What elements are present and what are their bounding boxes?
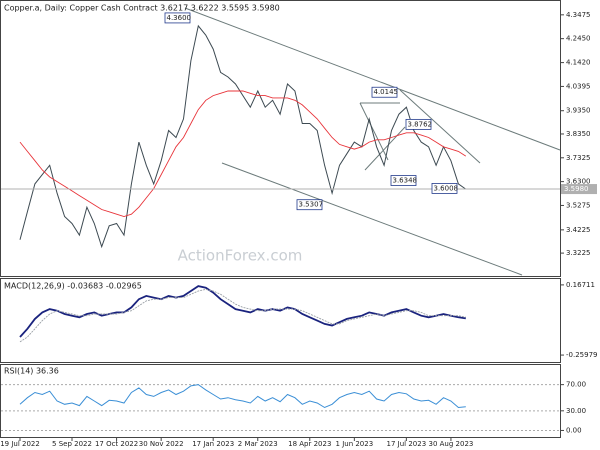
annotation-label: 3.6348 (393, 177, 418, 185)
y-tick-label: 4.3475 (566, 11, 591, 19)
trendline (399, 89, 481, 164)
annotation-label: 4.3600 (167, 14, 192, 22)
price-panel (0, 0, 561, 277)
x-tick-label: 30 Nov 2022 (139, 440, 184, 448)
annotation-box (164, 12, 191, 24)
y-tick-label: 3.5275 (566, 201, 591, 209)
x-tick-label: 30 Aug 2023 (429, 440, 474, 448)
y-tick-label: 3.7325 (566, 154, 591, 162)
annotation-box (371, 86, 398, 98)
y-tick-label: 0.16711 (566, 281, 595, 289)
y-tick-label: 3.8350 (566, 130, 591, 138)
y-tick-label: 3.9350 (566, 107, 591, 115)
x-tick-label: 17 Jan 2023 (192, 440, 234, 448)
annotation-box (390, 175, 417, 186)
x-tick-label: 17 Oct 2022 (95, 440, 138, 448)
annotation-box (405, 118, 432, 130)
series-line (19, 90, 467, 217)
series-line (19, 288, 466, 343)
annotation-label: 3.6008 (434, 184, 459, 192)
last-price-box (561, 184, 597, 195)
x-tick-label: 18 Apr 2023 (288, 440, 331, 448)
chart-title: Copper.a, Daily: Copper Cash Contract 3.… (4, 4, 280, 13)
x-tick-label: 5 Sep 2022 (52, 440, 92, 448)
macd-title: MACD(12,26,9) -0.03683 -0.02965 (4, 282, 142, 291)
y-tick-label: 3.3225 (566, 249, 591, 257)
y-tick-label: 4.1420 (566, 59, 591, 67)
annotation-label: 3.8762 (408, 120, 433, 128)
trendline (364, 126, 406, 171)
y-tick-label: 4.0395 (566, 82, 591, 90)
trendline (221, 162, 523, 276)
series-line (19, 384, 466, 409)
macd-panel (0, 278, 561, 363)
y-tick-label: 0.00 (566, 426, 582, 434)
x-tick-label: 2 Mar 2023 (238, 440, 278, 448)
last-price-label: 3.5980 (564, 185, 589, 193)
series-line (19, 24, 467, 249)
annotation-label: 3.5307 (299, 201, 324, 209)
annotation-box (296, 199, 323, 211)
trendline (184, 7, 561, 151)
series-line (19, 285, 466, 338)
y-tick-label: -0.25979 (566, 351, 597, 359)
y-tick-label: 3.6300 (566, 178, 591, 186)
x-tick-label: 1 Jun 2023 (336, 440, 374, 448)
rsi-title: RSI(14) 36.36 (4, 367, 59, 376)
rsi-panel (0, 364, 561, 438)
annotation-box (431, 183, 458, 194)
y-tick-label: 4.2450 (566, 35, 591, 43)
annotation-label: 4.0145 (374, 88, 399, 96)
trendline (359, 102, 389, 161)
x-tick-label: 19 Jul 2022 (0, 440, 40, 448)
y-tick-label: 70.00 (566, 381, 586, 389)
y-tick-label: 30.00 (566, 407, 586, 415)
x-tick-label: 17 Jul 2023 (387, 440, 427, 448)
y-tick-label: 3.4225 (566, 226, 591, 234)
watermark: ActionForex.com (178, 247, 303, 265)
